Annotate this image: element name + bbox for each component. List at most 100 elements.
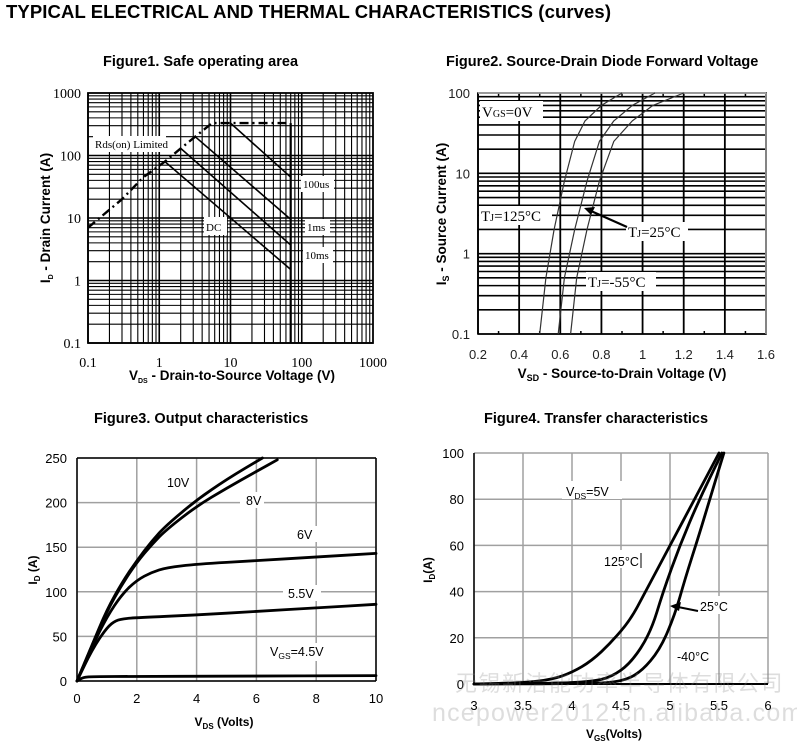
x-axis-label: VSD - Source-to-Drain Voltage (V) <box>518 366 727 383</box>
x-tick-label: 4 <box>193 691 200 706</box>
annotation-background <box>697 596 735 614</box>
series-125-c <box>472 451 721 686</box>
y-tick-label: 0 <box>457 677 464 692</box>
x-tick-label: 2 <box>133 691 140 706</box>
annotation-background <box>305 219 330 235</box>
y-axis-label: IS - Source Current (A) <box>434 143 451 286</box>
x-tick-label: 1 <box>156 356 163 371</box>
arrow-head-icon <box>584 207 595 215</box>
x-tick-label: 0.6 <box>551 347 569 362</box>
figure1-safe-operating-area: 0.1 1 10 100 1000 0.1 1 10 100 1000 VDS - Drain-to… <box>38 87 387 385</box>
annotation-tj-minus55: TJ=-55°C <box>588 275 646 291</box>
annotation-label: 1ms <box>307 222 325 234</box>
y-tick-label: 10 <box>67 212 81 227</box>
x-tick-label: 1.4 <box>716 347 734 362</box>
y-tick-label: 100 <box>60 150 81 165</box>
series-1ms <box>194 136 292 221</box>
series-tj-55-c <box>570 92 684 335</box>
series-5-5v <box>75 602 378 683</box>
y-tick-label: 1 <box>74 275 81 290</box>
annotation-label: 100us <box>303 179 329 191</box>
annotation-background <box>301 176 334 192</box>
y-tick-label: 0.1 <box>452 327 470 342</box>
y-tick-label: 100 <box>45 585 67 600</box>
x-axis-label: VGS(Volts) <box>586 727 642 743</box>
annotation-vgs: VGS=4.5V <box>270 645 324 661</box>
annotation-background <box>204 217 227 235</box>
annotation-label: Rds(on) Limited <box>95 139 169 151</box>
annotation-tj-125: TJ=125°C <box>481 209 541 225</box>
annotation-label: 125°C <box>604 555 639 569</box>
x-tick-label: 0.2 <box>469 347 487 362</box>
x-tick-label: 0.1 <box>79 356 97 371</box>
x-tick-label: 0.4 <box>510 347 528 362</box>
figure1-title: Figure1. Safe operating area <box>103 54 299 70</box>
x-tick-label: 5 <box>666 698 673 713</box>
figure2-diode-forward-voltage: 0.2 0.4 0.6 0.8 1 1.2 1.4 1.6 0.1 1 10 100 VSD - Sou… <box>434 86 775 383</box>
y-tick-label: 10 <box>456 166 470 181</box>
x-axis-label: VDS - Drain-to-Source Voltage (V) <box>129 368 335 385</box>
y-tick-label: 200 <box>45 496 67 511</box>
annotation-label: DC <box>206 222 221 234</box>
figure3-title: Figure3. Output characteristics <box>94 411 309 427</box>
y-tick-label: 50 <box>53 629 67 644</box>
x-tick-label: 100 <box>291 356 312 371</box>
x-tick-label: 10 <box>369 691 383 706</box>
x-tick-label: 0.8 <box>592 347 610 362</box>
annotation-background <box>283 585 321 601</box>
series-tj-125-c <box>539 92 623 335</box>
y-tick-label: 1000 <box>53 87 81 102</box>
watermark-url: ncepower2012.cn.alibaba.com <box>432 699 797 727</box>
series-6v <box>75 552 378 683</box>
arrow-line <box>677 606 699 612</box>
figure4-transfer-characteristics: 3 3.5 4 4.5 5 5.5 6020406080100VGS(Volts)ID(A)… <box>421 446 772 743</box>
x-tick-label: 1.2 <box>675 347 693 362</box>
plot-frame <box>87 92 374 344</box>
page-title: TYPICAL ELECTRICAL AND THERMAL CHARACTER… <box>6 1 612 22</box>
series-10ms <box>180 147 292 246</box>
x-tick-label: 4.5 <box>612 698 630 713</box>
x-tick-label: 1 <box>639 347 646 362</box>
annotation-background <box>675 646 717 664</box>
annotation-background <box>163 474 193 490</box>
x-tick-label: 6 <box>253 691 260 706</box>
watermark-company: 无锡新洁能功率半导体有限公司 <box>455 671 784 696</box>
annotation-background <box>265 643 343 661</box>
annotation-label: 25°C <box>700 600 728 614</box>
x-axis-label: VDS (Volts) <box>195 715 254 731</box>
series--40-c <box>472 451 726 686</box>
figure4-title: Figure4. Transfer characteristics <box>484 411 709 427</box>
y-tick-label: 0.1 <box>64 337 82 352</box>
series-100us <box>229 122 292 178</box>
x-tick-label: 3.5 <box>514 698 532 713</box>
y-axis-label: ID - Drain Current (A) <box>38 153 55 283</box>
annotation-background <box>586 272 656 291</box>
series-dc <box>164 160 292 271</box>
annotation-label: 8V <box>246 494 262 508</box>
x-tick-label: 3 <box>470 698 477 713</box>
x-tick-label: 10 <box>224 356 238 371</box>
y-tick-label: 250 <box>45 451 67 466</box>
annotation-vgs: VGS=0V <box>482 105 533 121</box>
y-tick-label: 1 <box>463 247 470 262</box>
y-tick-label: 20 <box>450 631 464 646</box>
arrow-head-icon <box>670 602 681 611</box>
y-axis-label: ID (A) <box>26 555 42 584</box>
annotation-vds: VDS=5V <box>566 485 609 501</box>
annotation-background <box>93 136 166 152</box>
annotation-label: 6V <box>297 528 313 542</box>
y-tick-label: 100 <box>448 86 470 101</box>
x-tick-label: 1000 <box>359 356 387 371</box>
y-tick-label: 40 <box>450 585 464 600</box>
annotation-tj-25: TJ=25°C <box>628 225 681 241</box>
x-tick-label: 0 <box>73 691 80 706</box>
y-tick-label: 0 <box>60 674 67 689</box>
annotation-background <box>291 526 317 542</box>
annotation-background <box>303 247 333 263</box>
y-tick-label: 150 <box>45 540 67 555</box>
x-tick-label: 6 <box>764 698 771 713</box>
series-vgs-4-5v <box>75 674 378 683</box>
x-tick-label: 5.5 <box>710 698 728 713</box>
annotation-background <box>479 206 552 225</box>
